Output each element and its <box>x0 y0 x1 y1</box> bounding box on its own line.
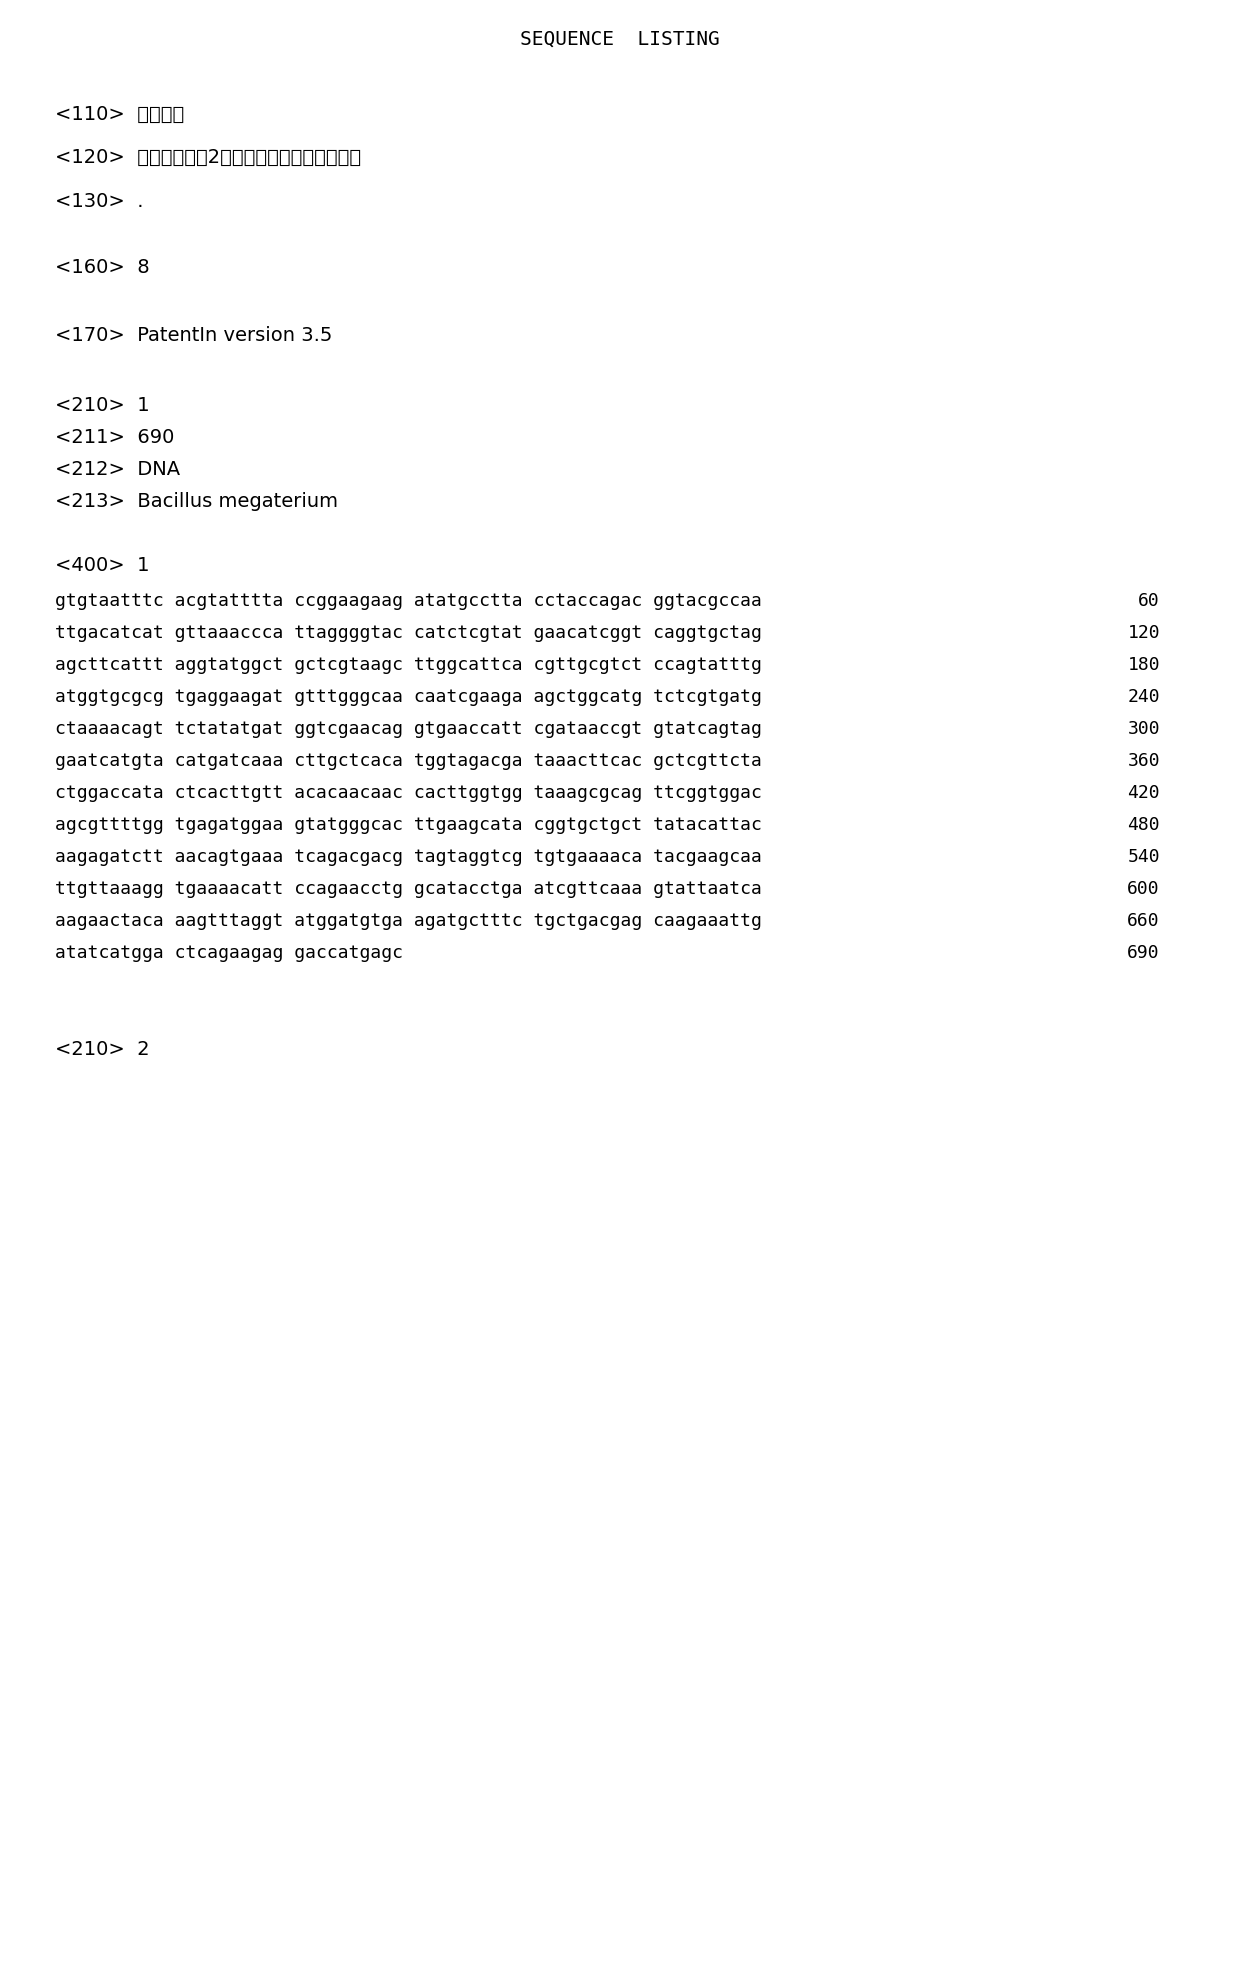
Text: 300: 300 <box>1127 720 1159 738</box>
Text: <210>  1: <210> 1 <box>55 397 150 415</box>
Text: <170>  PatentIn version 3.5: <170> PatentIn version 3.5 <box>55 325 332 345</box>
Text: SEQUENCE  LISTING: SEQUENCE LISTING <box>520 30 720 50</box>
Text: 600: 600 <box>1127 881 1159 899</box>
Text: ttgacatcat gttaaaccca ttaggggtac catctcgtat gaacatcggt caggtgctag: ttgacatcat gttaaaccca ttaggggtac catctcg… <box>55 625 761 643</box>
Text: <110>  山西大学: <110> 山西大学 <box>55 105 185 123</box>
Text: 180: 180 <box>1127 657 1159 675</box>
Text: 120: 120 <box>1127 625 1159 643</box>
Text: atatcatgga ctcagaagag gaccatgagc: atatcatgga ctcagaagag gaccatgagc <box>55 944 403 962</box>
Text: <212>  DNA: <212> DNA <box>55 460 180 478</box>
Text: <160>  8: <160> 8 <box>55 258 150 278</box>
Text: 480: 480 <box>1127 815 1159 833</box>
Text: 540: 540 <box>1127 847 1159 865</box>
Text: <120>  一种巨大芽嬖2杆菌特异性检测的基因芯片: <120> 一种巨大芽嬖2杆菌特异性检测的基因芯片 <box>55 149 361 167</box>
Text: <213>  Bacillus megaterium: <213> Bacillus megaterium <box>55 492 339 512</box>
Text: 60: 60 <box>1138 591 1159 609</box>
Text: aagagatctt aacagtgaaa tcagacgacg tagtaggtcg tgtgaaaaca tacgaagcaa: aagagatctt aacagtgaaa tcagacgacg tagtagg… <box>55 847 761 865</box>
Text: ctggaccata ctcacttgtt acacaacaac cacttggtgg taaagcgcag ttcggtggac: ctggaccata ctcacttgtt acacaacaac cacttgg… <box>55 784 761 802</box>
Text: 420: 420 <box>1127 784 1159 802</box>
Text: gaatcatgta catgatcaaa cttgctcaca tggtagacga taaacttcac gctcgttcta: gaatcatgta catgatcaaa cttgctcaca tggtaga… <box>55 752 761 770</box>
Text: 660: 660 <box>1127 913 1159 930</box>
Text: agcttcattt aggtatggct gctcgtaagc ttggcattca cgttgcgtct ccagtatttg: agcttcattt aggtatggct gctcgtaagc ttggcat… <box>55 657 761 675</box>
Text: <210>  2: <210> 2 <box>55 1040 150 1059</box>
Text: ctaaaacagt tctatatgat ggtcgaacag gtgaaccatt cgataaccgt gtatcagtag: ctaaaacagt tctatatgat ggtcgaacag gtgaacc… <box>55 720 761 738</box>
Text: 690: 690 <box>1127 944 1159 962</box>
Text: <400>  1: <400> 1 <box>55 556 150 575</box>
Text: 240: 240 <box>1127 688 1159 706</box>
Text: atggtgcgcg tgaggaagat gtttgggcaa caatcgaaga agctggcatg tctcgtgatg: atggtgcgcg tgaggaagat gtttgggcaa caatcga… <box>55 688 761 706</box>
Text: <130>  .: <130> . <box>55 192 144 210</box>
Text: agcgttttgg tgagatggaa gtatgggcac ttgaagcata cggtgctgct tatacattac: agcgttttgg tgagatggaa gtatgggcac ttgaagc… <box>55 815 761 833</box>
Text: ttgttaaagg tgaaaacatt ccagaacctg gcatacctga atcgttcaaa gtattaatca: ttgttaaagg tgaaaacatt ccagaacctg gcatacc… <box>55 881 761 899</box>
Text: aagaactaca aagtttaggt atggatgtga agatgctttc tgctgacgag caagaaattg: aagaactaca aagtttaggt atggatgtga agatgct… <box>55 913 761 930</box>
Text: gtgtaatttc acgtatttta ccggaagaag atatgcctta cctaccagac ggtacgccaa: gtgtaatttc acgtatttta ccggaagaag atatgcc… <box>55 591 761 609</box>
Text: 360: 360 <box>1127 752 1159 770</box>
Text: <211>  690: <211> 690 <box>55 429 175 446</box>
